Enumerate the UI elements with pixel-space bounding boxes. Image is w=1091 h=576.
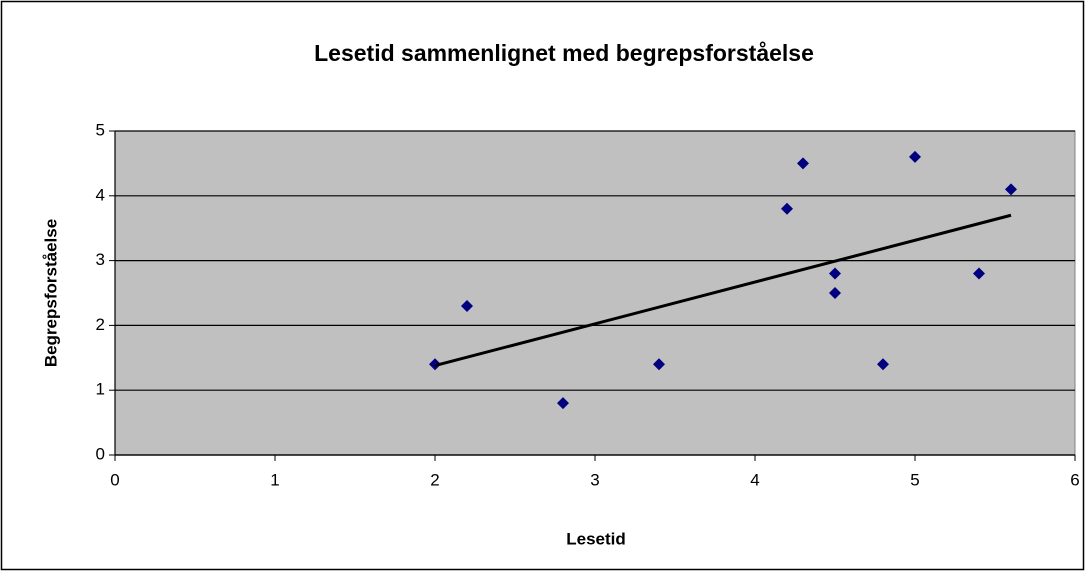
- point: [829, 267, 841, 280]
- y-tick-label: 4: [96, 185, 105, 204]
- trendline: [434, 213, 1012, 368]
- point: [829, 287, 841, 299]
- y-tick-label: 2: [96, 315, 105, 334]
- y-tick-label: 3: [96, 250, 105, 269]
- y-tick-label: 1: [96, 380, 105, 399]
- point: [653, 358, 665, 371]
- chart-title: Lesetid sammenlignet med begrepsforståel…: [314, 40, 814, 66]
- plot-area: [114, 130, 1076, 456]
- x-tick-label: 6: [1070, 470, 1079, 489]
- x-tick-label: 1: [270, 470, 279, 489]
- point: [973, 267, 985, 280]
- x-tick-label: 2: [430, 470, 439, 489]
- point: [461, 299, 473, 312]
- y-tick-label: 0: [96, 444, 105, 463]
- point: [1005, 183, 1017, 196]
- y-axis-label: Begrepsforståelse: [41, 219, 60, 367]
- x-tick-label: 3: [590, 470, 599, 489]
- point: [797, 157, 809, 170]
- point: [877, 358, 889, 371]
- point: [557, 397, 569, 410]
- y-tick-label: 5: [96, 120, 105, 139]
- x-tick-label: 5: [910, 470, 919, 489]
- x-axis-label: Lesetid: [566, 529, 626, 548]
- point: [909, 150, 921, 163]
- point: [781, 202, 793, 215]
- x-tick-label: 0: [110, 470, 119, 489]
- x-tick-label: 4: [750, 470, 759, 489]
